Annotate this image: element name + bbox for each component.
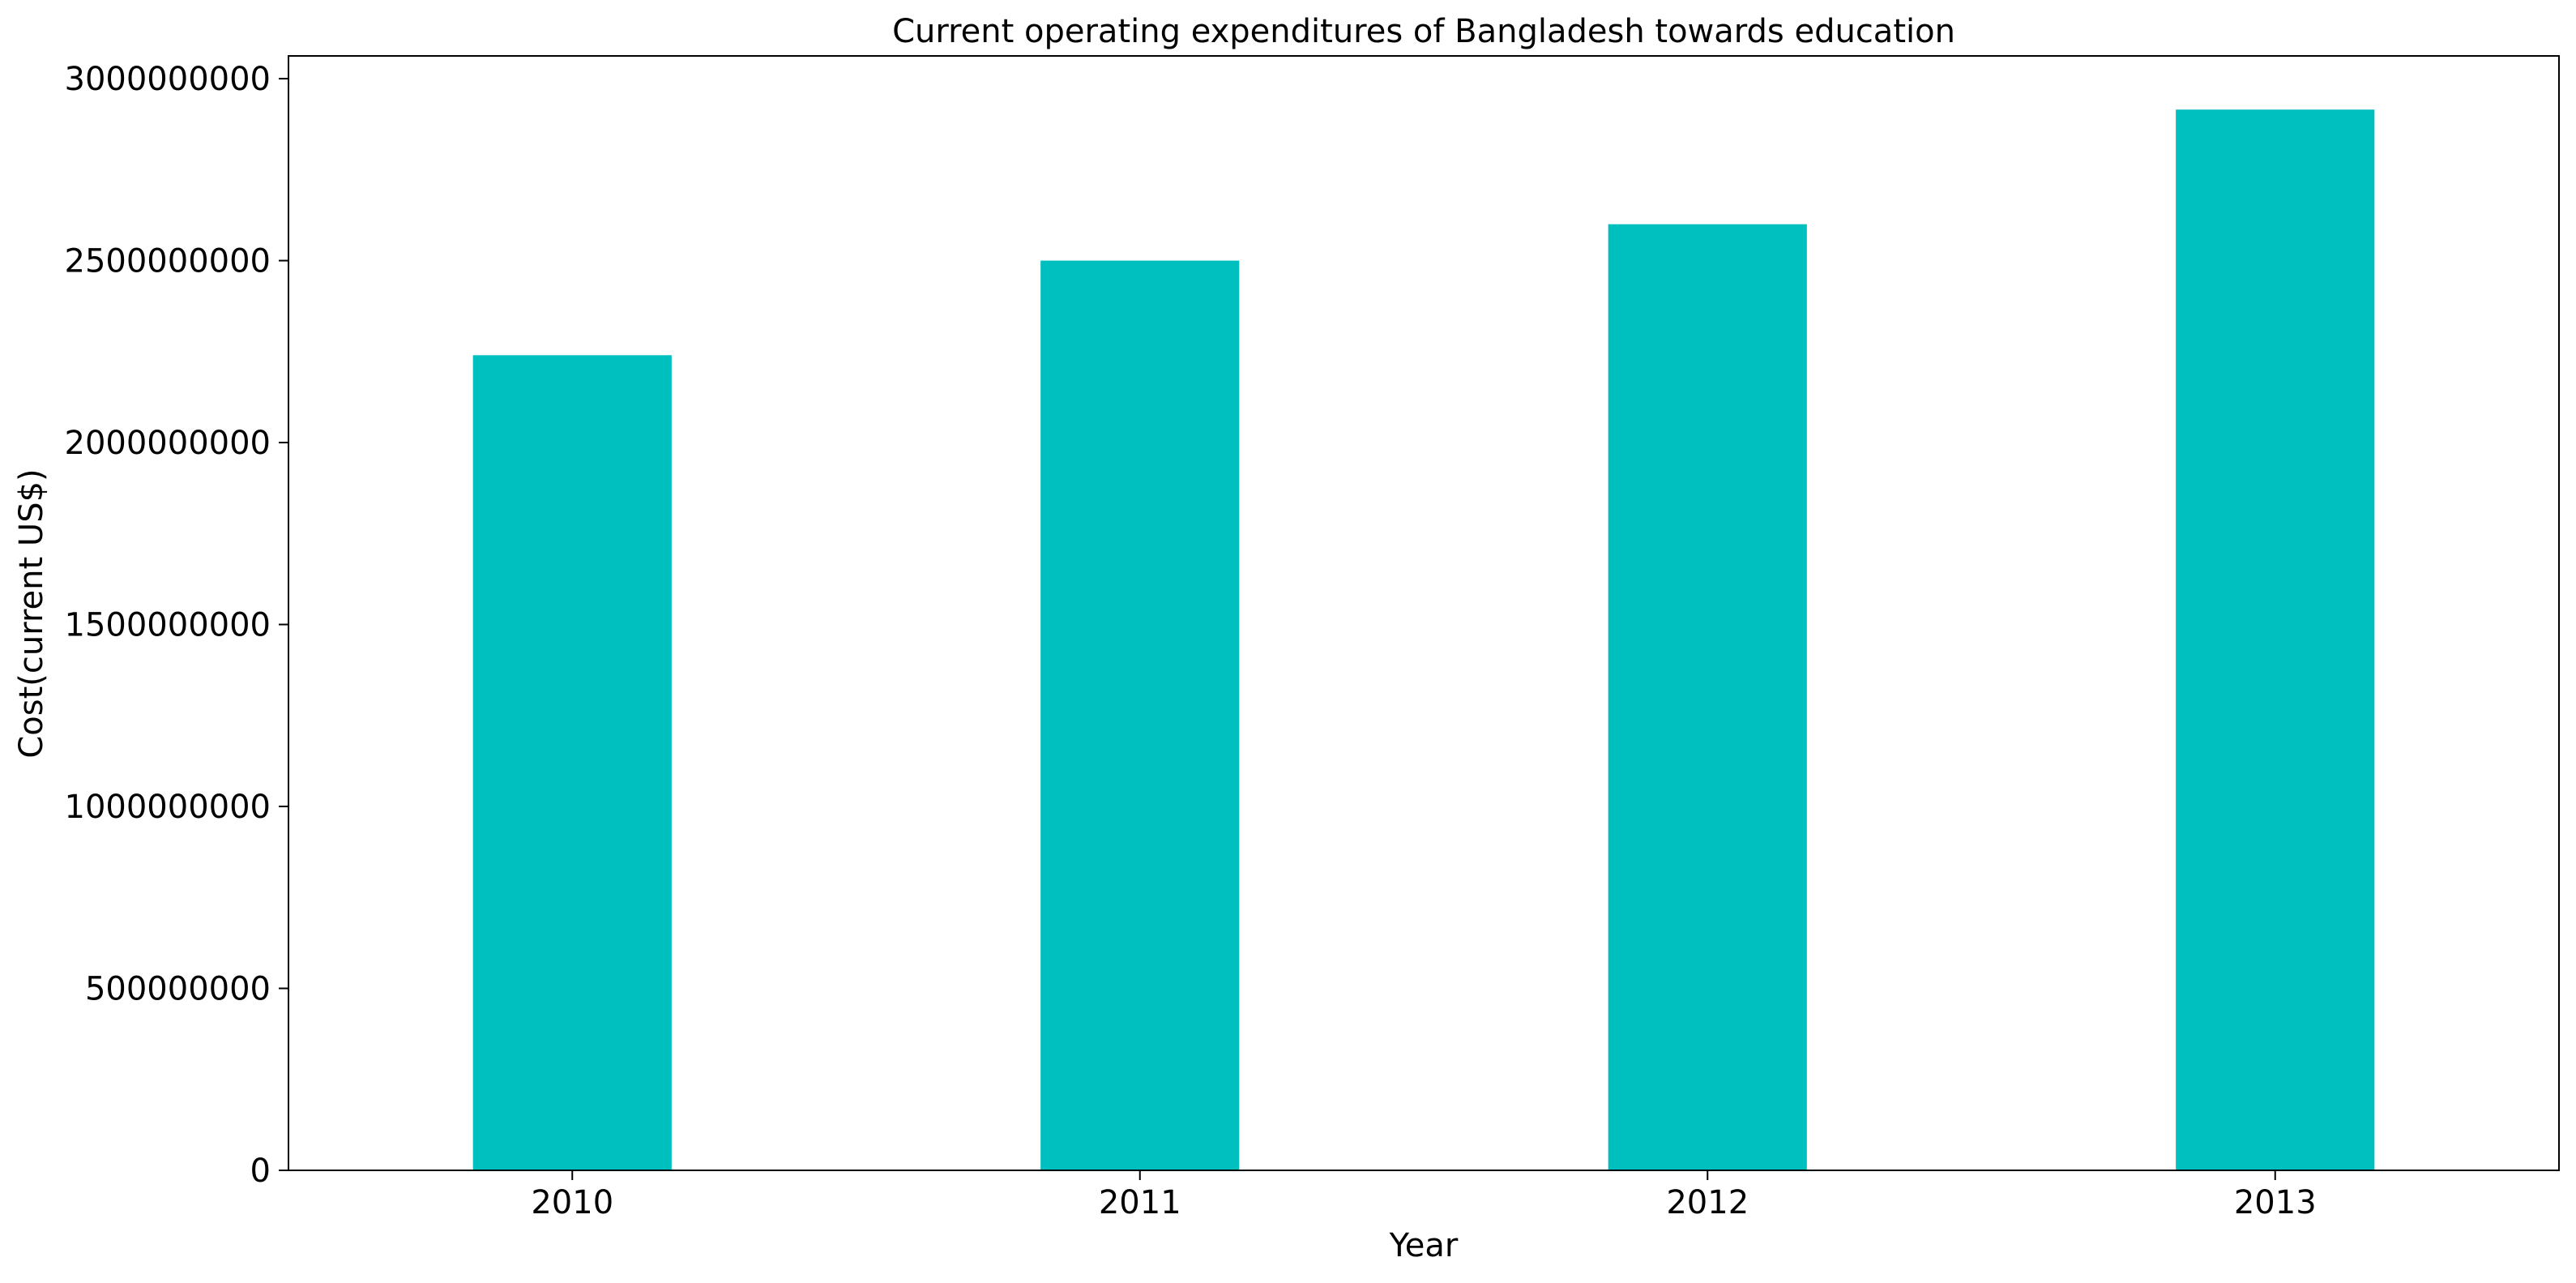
x-tick-label: 2011 [1099, 1184, 1181, 1221]
x-tick-label: 2013 [2234, 1184, 2317, 1221]
x-tick-label: 2012 [1666, 1184, 1749, 1221]
plot-frame [288, 55, 2560, 1171]
bar-2011 [1040, 260, 1240, 1170]
y-tick-label: 3000000000 [65, 61, 271, 98]
y-tick-label: 500000000 [85, 971, 271, 1008]
x-axis-ticks: 2010 2011 2012 2013 [531, 1170, 2317, 1221]
y-axis-ticks: 0 500000000 1000000000 1500000000 2000000000… [65, 61, 288, 1190]
y-tick-label: 2000000000 [65, 425, 271, 462]
bar-2010 [472, 355, 672, 1170]
bar-2012 [1608, 224, 1807, 1170]
y-tick-label: 1500000000 [65, 607, 271, 644]
y-tick-label: 1000000000 [65, 789, 271, 826]
y-tick-label: 0 [250, 1153, 271, 1190]
x-axis-label: Year [1389, 1227, 1459, 1264]
y-axis-label: Cost(current US$) [13, 468, 50, 758]
bars-layer [472, 109, 2375, 1170]
y-tick-label: 2500000000 [65, 243, 271, 280]
x-tick-label: 2010 [531, 1184, 613, 1221]
bar-2013 [2176, 109, 2375, 1170]
chart-title: Current operating expenditures of Bangla… [892, 13, 1955, 50]
